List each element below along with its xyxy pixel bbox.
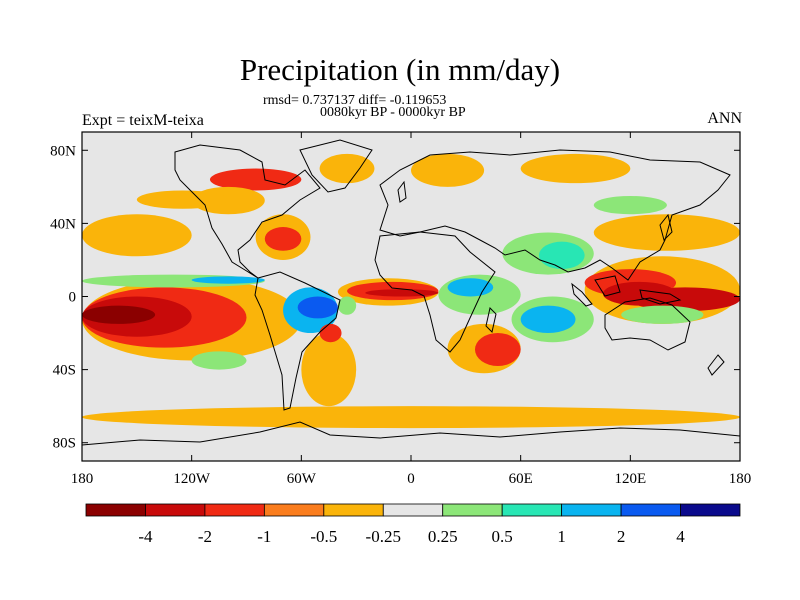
anomaly-region bbox=[365, 289, 439, 297]
anomaly-region bbox=[538, 241, 585, 270]
colorbar-label: -0.25 bbox=[366, 527, 401, 546]
coast-greenland bbox=[299, 139, 373, 193]
lon-tick-label: 180 bbox=[71, 471, 94, 487]
lat-tick-label: 80N bbox=[50, 143, 76, 159]
lon-tick-label: 180 bbox=[729, 471, 752, 487]
coast-japan bbox=[659, 213, 673, 241]
anomaly-region bbox=[520, 153, 631, 184]
anomaly-region bbox=[136, 190, 229, 209]
season-label: ANN bbox=[707, 110, 742, 127]
coastlines bbox=[82, 139, 740, 446]
coast-africa bbox=[374, 231, 496, 353]
anomaly-region bbox=[602, 281, 677, 306]
anomaly-region bbox=[264, 227, 302, 251]
anomaly-region bbox=[82, 305, 156, 324]
lat-tick-label: 0 bbox=[69, 290, 77, 306]
colorbar-box bbox=[382, 503, 444, 517]
coast-new-guinea bbox=[639, 289, 682, 305]
lon-tick-label: 60E bbox=[509, 471, 533, 487]
lat-tick-label: 80S bbox=[53, 436, 76, 452]
anomaly-region bbox=[337, 296, 357, 315]
colorbar-box bbox=[145, 503, 206, 517]
lat-tick-label: 40N bbox=[50, 216, 76, 232]
colorbar-label: -2 bbox=[198, 527, 212, 546]
map-axes: 80N 40N 0 40S 80S 180 120W 60W 0 60E 120E 180 bbox=[50, 132, 751, 487]
coast-uk bbox=[397, 180, 407, 203]
anomaly-region bbox=[593, 195, 667, 215]
colorbar-box bbox=[501, 503, 563, 517]
coast-new-zealand bbox=[707, 354, 725, 376]
coast-borneo bbox=[594, 275, 621, 297]
anomaly-region bbox=[319, 323, 342, 343]
colorbar-box bbox=[263, 503, 325, 517]
anomaly-region bbox=[82, 214, 192, 257]
lat-tick-label: 40S bbox=[53, 363, 76, 379]
anomaly-region bbox=[209, 168, 302, 191]
colorbar-label: 2 bbox=[617, 527, 626, 546]
colorbar-box bbox=[680, 503, 741, 517]
lon-tick-label: 120E bbox=[614, 471, 646, 487]
colorbar-label: 0.25 bbox=[428, 527, 458, 546]
anomaly-region bbox=[411, 153, 485, 187]
coast-antarctica bbox=[82, 421, 740, 446]
lon-tick-label: 120W bbox=[173, 471, 211, 487]
colorbar-label: -4 bbox=[138, 527, 153, 546]
colorbar-label: 4 bbox=[676, 527, 685, 546]
colorbar-box bbox=[620, 503, 681, 517]
coast-north-america bbox=[174, 144, 321, 279]
coast-sumatra bbox=[571, 282, 593, 307]
period-line: 0080kyr BP - 0000kyr BP bbox=[320, 105, 466, 120]
lon-tick-label: 60W bbox=[287, 471, 317, 487]
experiment-label: Expt = teixM-teixa bbox=[82, 112, 204, 129]
anomaly-region bbox=[301, 333, 357, 407]
colorbar-label: -1 bbox=[257, 527, 271, 546]
colorbar-box bbox=[442, 503, 503, 517]
lon-tick-label: 0 bbox=[407, 471, 415, 487]
coast-eurasia bbox=[379, 149, 731, 281]
colorbar-label: -0.5 bbox=[310, 527, 337, 546]
coast-australia bbox=[604, 297, 691, 351]
anomaly-region bbox=[621, 305, 704, 324]
colorbar-box bbox=[561, 503, 622, 517]
anomaly-field bbox=[82, 153, 740, 429]
anomaly-region bbox=[191, 276, 265, 284]
anomaly-region bbox=[520, 305, 576, 334]
anomaly-region bbox=[297, 296, 338, 319]
colorbar-box bbox=[204, 503, 265, 517]
colorbar-labels: -4 -2 -1 -0.5 -0.25 0.25 0.5 1 2 4 bbox=[138, 527, 685, 546]
colorbar-boxes bbox=[85, 503, 741, 517]
anomaly-region bbox=[191, 351, 247, 370]
anomaly-region bbox=[82, 406, 740, 429]
colorbar-box bbox=[85, 503, 146, 517]
anomaly-region bbox=[319, 153, 375, 184]
colorbar-label: 1 bbox=[557, 527, 566, 546]
colorbar-box bbox=[323, 503, 384, 517]
coast-madagascar bbox=[485, 307, 497, 333]
stats-line: rmsd= 0.737137 diff= -0.119653 bbox=[263, 93, 447, 108]
chart-title: Precipitation (in mm/day) bbox=[239, 52, 561, 87]
coast-south-america bbox=[254, 271, 341, 411]
anomaly-region bbox=[474, 333, 521, 366]
colorbar-label: 0.5 bbox=[492, 527, 513, 546]
